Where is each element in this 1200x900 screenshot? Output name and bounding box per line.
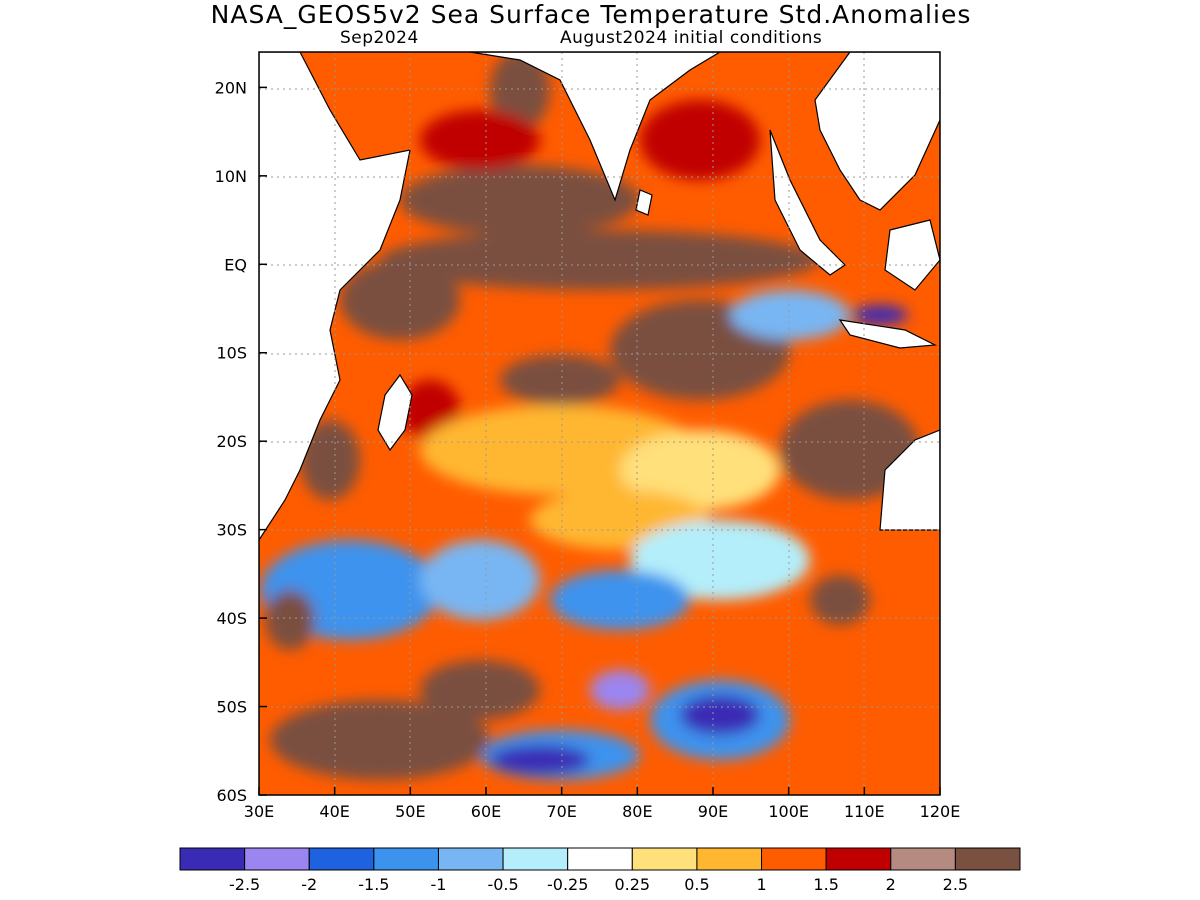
- chart-title: NASA_GEOS5v2 Sea Surface Temperature Std…: [210, 0, 972, 29]
- colorbar-swatch: [308, 847, 375, 871]
- colorbar-swatch: [954, 847, 1021, 871]
- lat-tick-label: 10N: [215, 167, 247, 186]
- lon-tick-label: 110E: [844, 802, 885, 821]
- colorbar-label: -0.25: [547, 875, 588, 894]
- colorbar-label: 2: [886, 875, 896, 894]
- lon-tick-label: 120E: [920, 802, 961, 821]
- colorbar: -2.5 -2 -1.5 -1 -0.5 -0.25 0.25 0.5 1 1.5 2 2.5: [179, 847, 1021, 894]
- lon-tick-label: 70E: [546, 802, 576, 821]
- lon-tick-label: 50E: [395, 802, 425, 821]
- colorbar-label: -2: [301, 875, 317, 894]
- colorbar-swatch: [631, 847, 698, 871]
- colorbar-swatch: [890, 847, 956, 871]
- anomaly-field: [259, 52, 940, 795]
- lat-tick-label: 10S: [216, 344, 247, 363]
- lon-tick-label: 90E: [698, 802, 728, 821]
- forecast-month: Sep2024: [340, 28, 419, 48]
- initial-conditions: August2024 initial conditions: [560, 28, 823, 48]
- colorbar-swatch: [179, 847, 246, 871]
- colorbar-swatch: [761, 847, 827, 871]
- colorbar-swatch: [696, 847, 763, 871]
- colorbar-label: -1: [430, 875, 446, 894]
- lon-tick-label: 60E: [471, 802, 501, 821]
- lat-tick-label: 20S: [216, 432, 247, 451]
- colorbar-label: -1.5: [358, 875, 389, 894]
- lat-tick-label: 50S: [216, 698, 247, 717]
- colorbar-swatch: [502, 847, 569, 871]
- lat-tick-label: EQ: [224, 255, 247, 274]
- colorbar-label: 0.25: [614, 875, 650, 894]
- colorbar-swatch: [437, 847, 504, 871]
- lon-tick-label: 100E: [768, 802, 809, 821]
- colorbar-label: 1.5: [813, 875, 838, 894]
- colorbar-label: -2.5: [229, 875, 260, 894]
- colorbar-label: -0.5: [487, 875, 518, 894]
- lat-tick-label: 60S: [216, 786, 247, 805]
- plot-frame: [258, 51, 941, 796]
- colorbar-swatch: [567, 847, 633, 871]
- colorbar-swatch: [825, 847, 892, 871]
- lat-tick-label: 40S: [216, 609, 247, 628]
- lat-tick-label: 30S: [216, 521, 247, 540]
- colorbar-label: 0.5: [684, 875, 709, 894]
- lat-tick-label: 20N: [215, 78, 247, 97]
- colorbar-swatch: [373, 847, 439, 871]
- lon-tick-label: 30E: [244, 802, 274, 821]
- lon-tick-label: 80E: [622, 802, 652, 821]
- lon-tick-label: 40E: [319, 802, 349, 821]
- colorbar-label: 2.5: [943, 875, 968, 894]
- colorbar-swatch: [244, 847, 310, 871]
- colorbar-label: 1: [756, 875, 766, 894]
